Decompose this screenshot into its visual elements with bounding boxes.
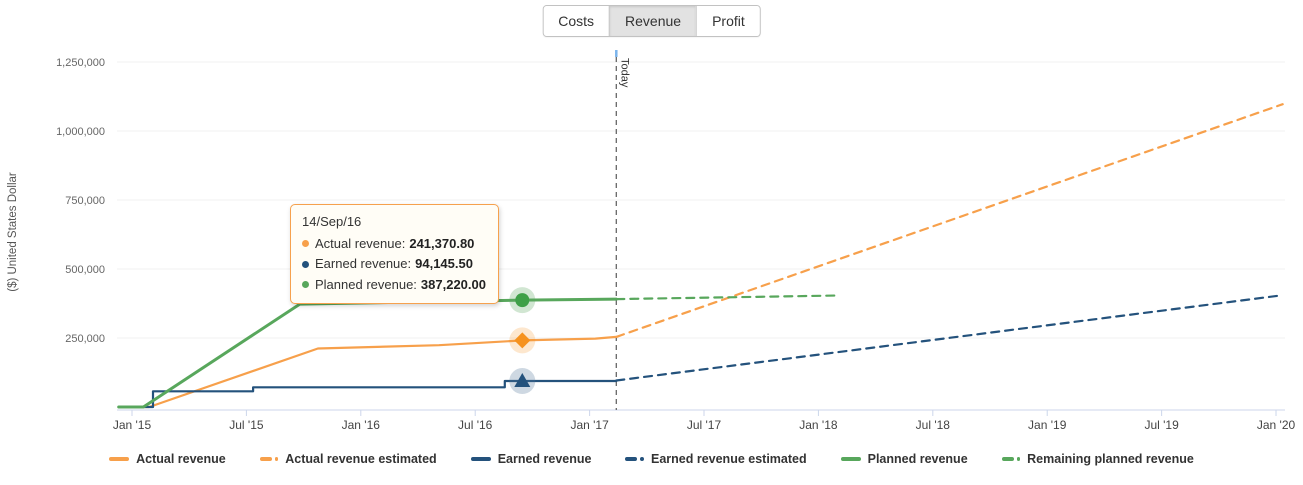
legend-label: Earned revenue [497,452,592,466]
earned-revenue-estimated-line-icon [625,457,644,461]
triangle-marker-icon [514,373,531,388]
actual-revenue-bullet-icon [302,240,309,248]
svg-text:Jan '18: Jan '18 [799,418,838,432]
x-axis: Jan '15 Jul '15 Jan '16 Jul '16 Jan '17 Jul '… [113,409,1296,432]
series-actual-revenue [117,335,618,409]
tooltip-label: Actual revenue: [315,235,406,251]
legend-item-earned-revenue-estimated[interactable]: Earned revenue estimated [625,452,807,466]
actual-revenue-line-icon [109,457,130,461]
svg-text:500,000: 500,000 [65,264,105,276]
circle-marker-icon [515,293,530,308]
diamond-marker-icon [514,332,531,349]
earned-revenue-line-icon [470,457,491,461]
legend-label: Actual revenue [136,452,226,466]
chart-legend: Actual revenue Actual revenue estimated … [0,452,1303,466]
today-label: Today [618,58,630,88]
tooltip-row-earned: Earned revenue: 94,145.50 [302,254,486,275]
tooltip-value: 94,145.50 [415,256,473,272]
tooltip-value: 241,370.80 [409,235,475,251]
remaining-planned-revenue-line-icon [1001,457,1021,461]
tooltip-row-planned: Planned revenue: 387,220.00 [302,275,486,296]
legend-label: Earned revenue estimated [650,452,807,466]
tooltip-row-actual: Actual revenue: 241,370.80 [302,234,486,255]
series-actual-revenue-estimated [615,103,1284,338]
series-planned-revenue [117,297,618,409]
marker-planned-revenue[interactable] [509,287,536,314]
chart-tooltip: 14/Sep/16 Actual revenue: 241,370.80 Ear… [290,204,499,305]
legend-item-actual-revenue-estimated[interactable]: Actual revenue estimated [259,452,437,466]
svg-text:Jul '19: Jul '19 [1144,418,1179,432]
series-remaining-planned-revenue [615,294,841,301]
y-axis-title: ($) United States Dollar [7,172,19,292]
svg-text:Jul '18: Jul '18 [916,418,951,432]
legend-item-actual-revenue[interactable]: Actual revenue [109,452,226,466]
svg-text:($) United States Dollar: ($) United States Dollar [7,172,19,292]
tab-profit[interactable]: Profit [696,6,760,36]
svg-text:Jan '20: Jan '20 [1257,418,1296,432]
earned-revenue-bullet-icon [302,260,309,268]
svg-text:1,000,000: 1,000,000 [56,126,105,138]
planned-revenue-line-icon [840,457,861,461]
chart-type-tabs: Costs Revenue Profit [542,5,761,37]
svg-text:Jan '17: Jan '17 [570,418,609,432]
legend-label: Actual revenue estimated [285,452,437,466]
svg-text:Jan '16: Jan '16 [342,418,381,432]
tab-costs[interactable]: Costs [543,6,610,36]
legend-label: Planned revenue [867,452,968,466]
svg-text:Jan '15: Jan '15 [113,418,152,432]
legend-item-earned-revenue[interactable]: Earned revenue [470,452,592,466]
today-line: Today [615,50,630,410]
series-earned-revenue [117,379,618,409]
svg-text:750,000: 750,000 [65,195,105,207]
tooltip-label: Earned revenue: [315,256,412,272]
planned-revenue-bullet-icon [302,281,309,289]
svg-text:250,000: 250,000 [65,333,105,345]
svg-text:1,250,000: 1,250,000 [56,57,105,69]
tooltip-value: 387,220.00 [420,276,486,292]
legend-item-remaining-planned-revenue[interactable]: Remaining planned revenue [1001,452,1194,466]
tooltip-date: 14/Sep/16 [302,214,362,229]
tooltip-label: Planned revenue: [315,276,417,292]
marker-actual-revenue[interactable] [509,327,536,354]
svg-text:Jul '15: Jul '15 [229,418,264,432]
svg-text:Jul '16: Jul '16 [458,418,493,432]
series-earned-revenue-estimated [615,294,1284,382]
legend-label: Remaining planned revenue [1027,452,1194,466]
tab-revenue[interactable]: Revenue [609,6,697,36]
y-axis-labels: 250,000 500,000 750,000 1,000,000 1,250,000 [56,57,105,345]
svg-text:Jul '17: Jul '17 [687,418,722,432]
marker-earned-revenue[interactable] [509,368,536,395]
svg-text:Jan '19: Jan '19 [1028,418,1067,432]
legend-item-planned-revenue[interactable]: Planned revenue [840,452,968,466]
actual-revenue-estimated-line-icon [259,457,279,461]
